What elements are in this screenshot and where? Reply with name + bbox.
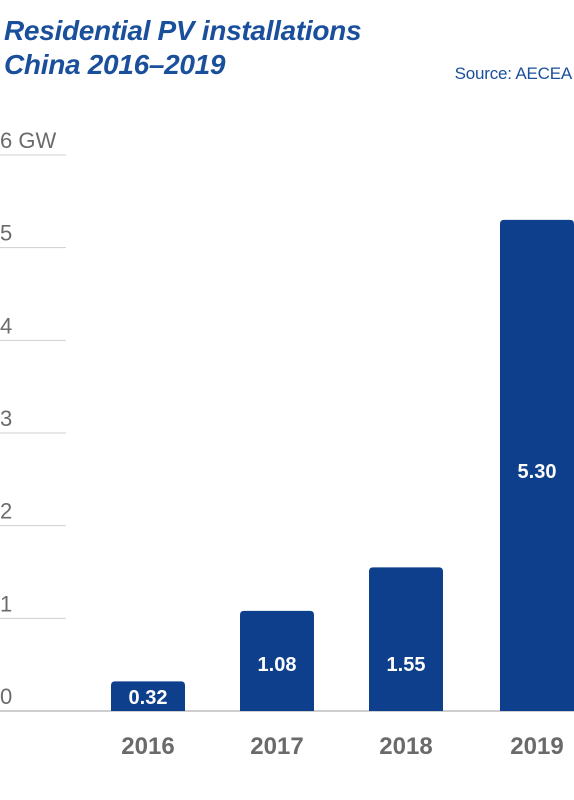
x-tick-label-2017: 2017 bbox=[250, 733, 303, 760]
bars: 0.32 1.08 1.55 5.30 bbox=[111, 219, 574, 711]
y-tick-label: 1 bbox=[0, 591, 12, 616]
y-tick-label: 2 bbox=[0, 499, 12, 524]
data-label-2018: 1.55 bbox=[387, 654, 426, 676]
bar-2019 bbox=[500, 219, 574, 711]
x-tick-label-2016: 2016 bbox=[121, 733, 174, 760]
data-label-2019: 5.30 bbox=[518, 461, 557, 483]
y-tick-label: 4 bbox=[0, 313, 12, 338]
y-tick-label: 6 GW bbox=[0, 128, 56, 153]
data-label-2017: 1.08 bbox=[258, 654, 297, 676]
y-tick-label: 3 bbox=[0, 406, 12, 431]
y-axis-tick-labels: 0 1 2 3 4 5 6 GW bbox=[0, 128, 56, 709]
x-axis-tick-labels: 2016 2017 2018 2019 bbox=[121, 733, 563, 760]
chart-title: Residential PV installations China 2016–… bbox=[4, 14, 362, 82]
chart-title-line-1: Residential PV installations bbox=[4, 15, 362, 46]
bar-2016 bbox=[111, 681, 185, 711]
y-tick-label: 5 bbox=[0, 221, 12, 246]
chart-title-line-2: China 2016–2019 bbox=[4, 49, 226, 80]
x-tick-label-2018: 2018 bbox=[379, 733, 432, 760]
bar-2017 bbox=[240, 610, 314, 711]
chart-source: Source: AECEA bbox=[454, 64, 573, 83]
y-tick-label: 0 bbox=[0, 684, 12, 709]
x-tick-label-2019: 2019 bbox=[510, 733, 563, 760]
bar-2018 bbox=[369, 567, 443, 711]
data-label-2016: 0.32 bbox=[129, 687, 168, 709]
